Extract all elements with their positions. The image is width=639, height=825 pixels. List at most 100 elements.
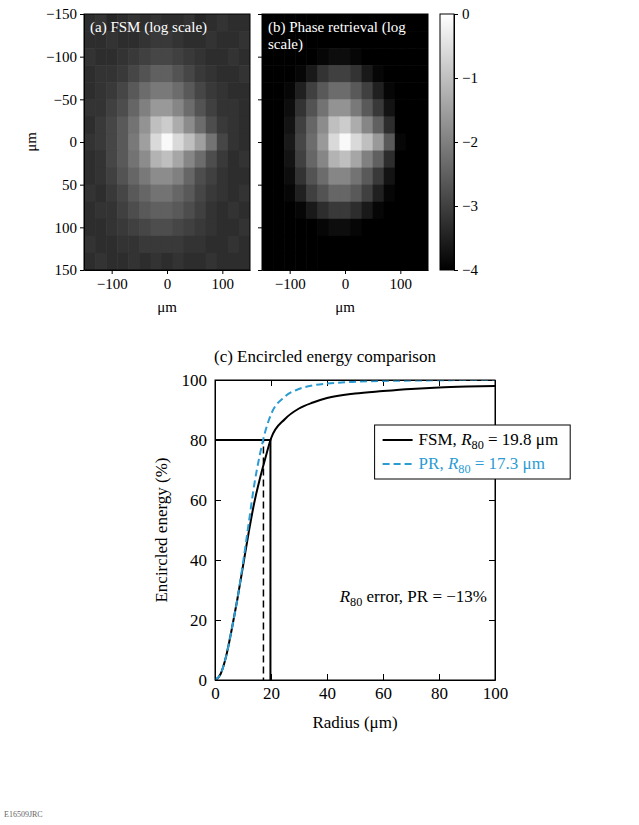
cell [139,65,151,83]
cell [161,133,173,151]
cell [339,151,351,169]
tick-mark [290,270,291,274]
series-line [215,386,495,680]
tick-label: 20 [263,684,280,703]
cell [128,253,140,270]
cell [161,168,173,186]
cell [206,236,218,254]
cell [373,185,385,203]
tick-label: 0 [342,276,350,292]
cell [339,253,351,270]
cell [117,219,129,237]
cell [306,253,318,270]
cell [150,202,162,220]
cell [262,116,274,134]
cell [284,99,296,117]
tick: 20 [263,674,280,703]
cell [161,99,173,117]
x-axis-title: μm [157,299,177,315]
cell [228,116,240,134]
cell [173,116,185,134]
cell [239,168,250,186]
cell [339,236,351,254]
tick-label: 100 [483,684,509,703]
tick-mark [80,142,84,143]
cell [217,48,229,66]
tick-label: −100 [97,276,128,292]
cell [273,133,285,151]
cell [139,82,151,100]
cell [406,65,418,83]
cell [84,236,96,254]
cell [117,202,129,220]
cell [206,253,218,270]
cell [328,253,340,270]
cell [417,202,428,220]
cell [317,168,329,186]
cell [384,65,396,83]
cell [150,116,162,134]
cell [373,219,385,237]
line-panel: (c) Encircled energy comparison020406080… [152,347,508,732]
cell [217,99,229,117]
cell [173,65,185,83]
cell [139,236,151,254]
cell [395,133,407,151]
cell [384,151,396,169]
tick-label: 40 [190,551,207,570]
cell [339,185,351,203]
cell [217,168,229,186]
tick-label: 80 [190,431,207,450]
cell [295,219,307,237]
cell [262,65,274,83]
tick: −100 [97,270,128,292]
cell [150,185,162,203]
cell [262,99,274,117]
y-axis-title: μm [23,132,39,152]
cell [373,65,385,83]
cell [384,202,396,220]
cell [339,65,351,83]
cell [295,253,307,270]
cell [139,202,151,220]
cell [317,65,329,83]
cell [84,99,96,117]
legend: FSM, R80 = 19.8 μmPR, R80 = 17.3 μm [375,425,571,479]
cell [417,65,428,83]
cell [306,151,318,169]
cell [95,99,107,117]
tick-mark [400,270,401,274]
tick-mark [258,99,262,100]
cell [217,82,229,100]
cells [84,14,250,270]
cell [362,168,374,186]
cell [106,185,118,203]
cell [150,65,162,83]
cell [373,236,385,254]
cell [262,185,274,203]
tick [258,227,262,228]
cell [362,202,374,220]
cell [128,82,140,100]
tick: 100 [390,270,413,292]
cell [395,236,407,254]
cell [295,236,307,254]
cell [117,253,129,270]
cell [228,14,240,32]
cell [195,168,207,186]
tick: −100 [275,270,306,292]
cell [106,151,118,169]
tick-mark [215,560,221,561]
tick-label: 100 [390,276,413,292]
cell [295,202,307,220]
cell [328,116,340,134]
cell [239,65,250,83]
cell [150,48,162,66]
tick-mark [345,270,346,274]
cell [328,185,340,203]
tick-mark [454,14,458,15]
cell [195,99,207,117]
tick-mark [215,500,221,501]
cell [184,116,196,134]
colorbar: 0−1−2−3−4 [440,6,478,278]
